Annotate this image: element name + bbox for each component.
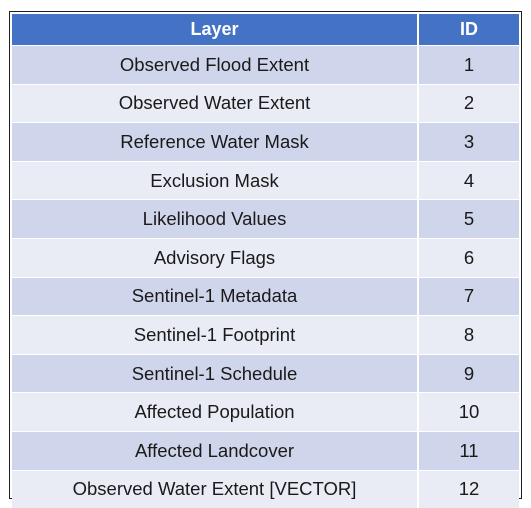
layer-cell: Affected Landcover: [12, 431, 418, 470]
layer-cell: Exclusion Mask: [12, 161, 418, 200]
table-row: Affected Population 10: [12, 393, 519, 432]
id-cell: 5: [418, 200, 519, 239]
table-row: Likelihood Values 5: [12, 200, 519, 239]
layer-cell: Observed Flood Extent: [12, 46, 418, 85]
id-cell: 12: [418, 470, 519, 508]
layer-cell: Sentinel-1 Schedule: [12, 354, 418, 393]
layer-cell: Advisory Flags: [12, 238, 418, 277]
table-row: Affected Landcover 11: [12, 431, 519, 470]
table-row: Observed Water Extent 2: [12, 84, 519, 123]
table-row: Exclusion Mask 4: [12, 161, 519, 200]
id-cell: 8: [418, 316, 519, 355]
table-header-row: Layer ID: [12, 14, 519, 46]
table-row: Sentinel-1 Footprint 8: [12, 316, 519, 355]
layer-cell: Observed Water Extent: [12, 84, 418, 123]
id-cell: 1: [418, 46, 519, 85]
layer-id-table: Layer ID Observed Flood Extent 1 Observe…: [12, 14, 519, 508]
table-row: Observed Water Extent [VECTOR] 12: [12, 470, 519, 508]
header-layer: Layer: [12, 14, 418, 46]
layer-cell: Sentinel-1 Footprint: [12, 316, 418, 355]
id-cell: 10: [418, 393, 519, 432]
id-cell: 9: [418, 354, 519, 393]
table-row: Advisory Flags 6: [12, 238, 519, 277]
id-cell: 2: [418, 84, 519, 123]
table-row: Reference Water Mask 3: [12, 123, 519, 162]
table-row: Observed Flood Extent 1: [12, 46, 519, 85]
table-row: Sentinel-1 Metadata 7: [12, 277, 519, 316]
id-cell: 4: [418, 161, 519, 200]
layer-cell: Affected Population: [12, 393, 418, 432]
layer-cell: Likelihood Values: [12, 200, 418, 239]
layer-cell: Sentinel-1 Metadata: [12, 277, 418, 316]
header-id: ID: [418, 14, 519, 46]
id-cell: 6: [418, 238, 519, 277]
layer-cell: Reference Water Mask: [12, 123, 418, 162]
id-cell: 11: [418, 431, 519, 470]
table-row: Sentinel-1 Schedule 9: [12, 354, 519, 393]
id-cell: 3: [418, 123, 519, 162]
table-frame: Layer ID Observed Flood Extent 1 Observe…: [9, 11, 522, 499]
layer-cell: Observed Water Extent [VECTOR]: [12, 470, 418, 508]
id-cell: 7: [418, 277, 519, 316]
